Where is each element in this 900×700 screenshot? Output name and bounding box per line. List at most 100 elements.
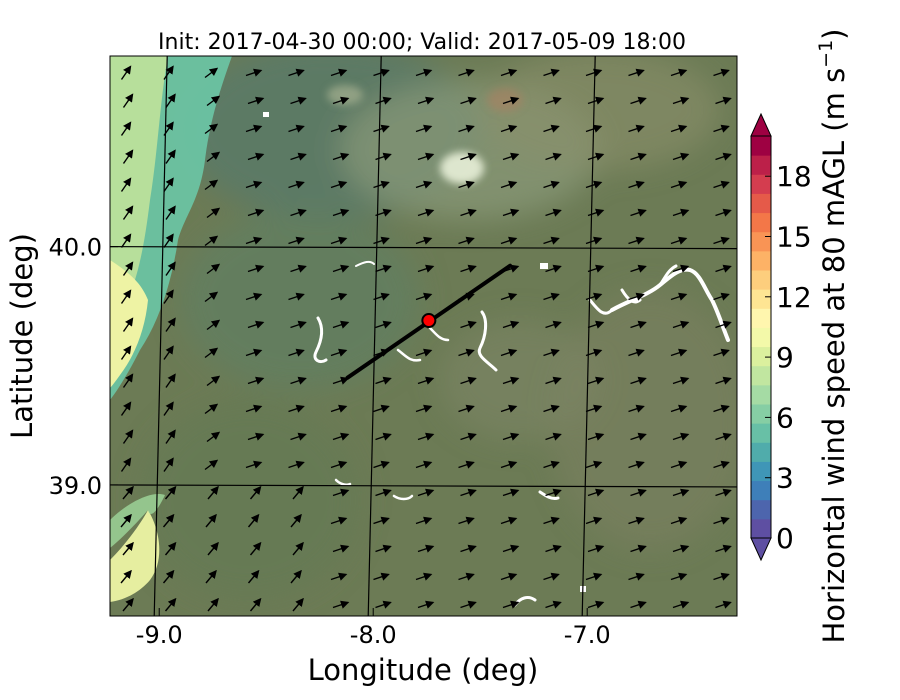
wind-arrow: [292, 541, 304, 556]
wind-arrow: [245, 180, 263, 189]
wind-arrow: [120, 513, 132, 528]
wind-arrow: [628, 68, 645, 77]
wind-arrow: [417, 208, 435, 217]
wind-arrow: [415, 348, 433, 357]
wind-arrow: [204, 123, 219, 135]
wind-arrow: [375, 376, 392, 385]
wind-arrow: [500, 68, 518, 77]
wind-arrow: [330, 236, 348, 245]
wind-arrow: [630, 376, 647, 385]
wind-arrow: [375, 320, 392, 329]
wind-arrow: [545, 488, 562, 497]
wind-arrow: [630, 544, 647, 553]
wind-arrow: [288, 348, 305, 357]
colorbar-segment: [751, 442, 771, 462]
wind-arrow: [715, 544, 732, 553]
site-marker: [421, 313, 437, 329]
wind-arrow: [163, 177, 174, 192]
wind-arrow: [163, 401, 174, 416]
colorbar-tick-label: 12: [776, 281, 812, 314]
wind-arrow: [670, 236, 688, 245]
y-axis-ticks: 40.0 39.0: [49, 234, 118, 500]
wind-arrow: [713, 68, 730, 77]
wind-arrow: [373, 124, 390, 133]
colorbar-segment: [751, 461, 771, 482]
wind-arrow: [672, 264, 690, 273]
wind-arrow: [122, 205, 134, 220]
wind-arrow: [164, 541, 177, 556]
wind-arrow: [460, 96, 477, 105]
wind-arrow: [245, 348, 263, 357]
wind-arrow: [715, 488, 732, 497]
wind-arrow: [713, 572, 730, 581]
wind-arrow: [163, 457, 174, 472]
wind-arrow: [715, 376, 732, 385]
wind-arrow: [628, 404, 645, 413]
wind-arrow: [671, 631, 686, 636]
wind-arrow: [415, 460, 433, 469]
wind-arrow: [332, 152, 350, 161]
wind-arrow: [417, 600, 435, 609]
x-axis-label: Longitude (deg): [308, 653, 539, 687]
wind-arrow: [460, 320, 477, 329]
wind-arrow: [375, 600, 392, 609]
wind-arrow: [672, 432, 690, 441]
wind-arrow: [587, 600, 605, 609]
wind-arrow: [458, 404, 475, 413]
wind-arrow: [500, 180, 518, 189]
wind-arrow: [120, 289, 132, 304]
wind-arrow: [460, 432, 477, 441]
wind-arrow: [587, 432, 605, 441]
wind-arrow: [330, 572, 348, 581]
wind-arrow: [162, 513, 175, 528]
colorbar-segment: [751, 155, 771, 175]
wind-arrow: [245, 404, 263, 413]
colorbar-segment: [751, 404, 771, 424]
wind-arrow: [120, 345, 132, 360]
wind-arrow: [670, 180, 688, 189]
wind-arrow: [715, 152, 732, 161]
wind-arrow: [245, 460, 263, 469]
wind-arrow: [672, 376, 690, 385]
wind-arrow: [249, 597, 262, 612]
wind-arrow: [164, 485, 177, 500]
wind-arrow: [206, 375, 221, 387]
wind-arrow: [415, 404, 433, 413]
wind-arrow: [415, 572, 433, 581]
wind-arrow: [373, 460, 390, 469]
wind-arrow: [330, 404, 348, 413]
wind-arrow: [458, 460, 475, 469]
wind-arrow: [417, 152, 435, 161]
wind-arrow: [163, 65, 174, 80]
wind-arrow: [290, 264, 307, 273]
wind-arrow: [585, 180, 603, 189]
wind-arrow: [460, 544, 477, 553]
wind-arrow: [545, 432, 562, 441]
wind-arrow: [585, 460, 603, 469]
wind-arrow: [543, 348, 560, 357]
wind-arrow: [543, 236, 560, 245]
wind-arrow: [204, 347, 219, 359]
wind-arrow: [460, 264, 477, 273]
wind-arrow: [587, 544, 605, 553]
wind-arrow: [290, 432, 307, 441]
wind-arrow: [288, 124, 305, 133]
wind-arrow: [458, 236, 475, 245]
wind-arrow: [460, 488, 477, 497]
wind-arrow: [630, 152, 647, 161]
wind-arrow: [247, 320, 265, 329]
wind-arrow: [630, 488, 647, 497]
wind-arrow: [375, 432, 392, 441]
wind-arrow: [460, 376, 477, 385]
wind-arrow: [164, 597, 177, 612]
wind-arrow: [290, 513, 302, 528]
wind-arrow: [332, 96, 350, 105]
y-tick-label: 39.0: [49, 472, 102, 500]
colorbar-label: Horizontal wind speed at 80 mAGL (m s−1): [815, 28, 851, 643]
wind-arrow: [120, 177, 132, 192]
meridian-line-1: [367, 56, 382, 616]
wind-arrow: [163, 233, 174, 248]
wind-arrow: [672, 600, 690, 609]
wind-arrow: [330, 516, 348, 525]
wind-arrow: [500, 572, 518, 581]
